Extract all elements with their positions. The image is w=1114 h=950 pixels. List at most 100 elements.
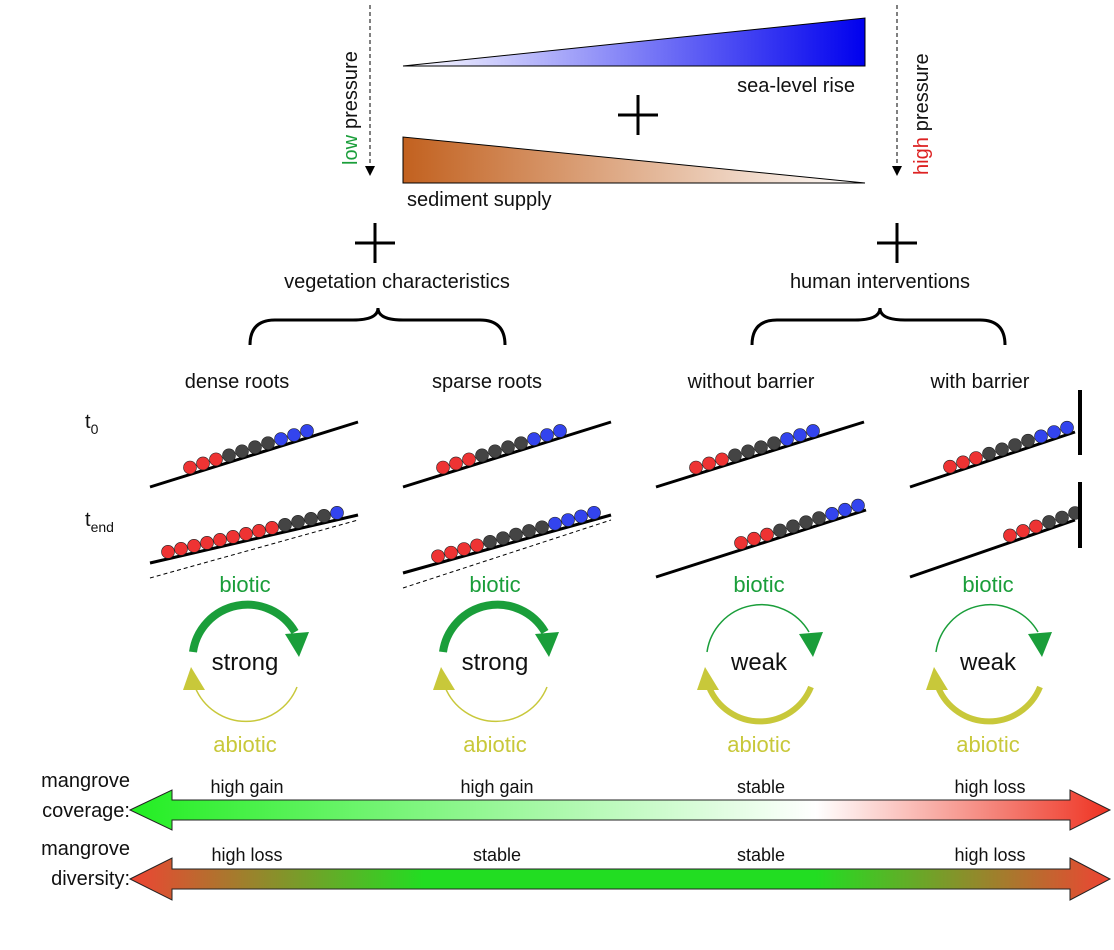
- outcome-value: high loss: [954, 777, 1025, 797]
- abiotic-arrow: [194, 686, 298, 723]
- biotic-arrow: [439, 600, 549, 653]
- sediment-dot: [265, 521, 279, 535]
- strength-label: weak: [959, 649, 1017, 676]
- sediment-dot: [702, 456, 716, 471]
- sediment-dot: [548, 516, 562, 531]
- sediment-dot: [773, 523, 787, 538]
- sediment-dot: [436, 460, 450, 475]
- sediment-dot: [291, 515, 305, 529]
- outcome-label: mangrove: [41, 770, 130, 792]
- sediment-dot: [209, 452, 223, 467]
- sediment-dot: [540, 428, 554, 442]
- sediment-dot: [444, 545, 458, 560]
- strength-label: weak: [730, 649, 788, 676]
- sediment-dot: [161, 545, 175, 559]
- coverage-bar: [128, 789, 1112, 831]
- strength-label: strong: [212, 649, 279, 676]
- sediment-dot: [449, 456, 463, 471]
- abiotic-label: abiotic: [727, 732, 791, 757]
- sediment-dot: [457, 542, 471, 556]
- factor-label: human interventions: [790, 271, 970, 293]
- sediment-dot: [561, 513, 575, 527]
- low-word: low: [340, 134, 362, 165]
- abiotic-label: abiotic: [956, 732, 1020, 757]
- outcome-value: high gain: [460, 777, 533, 797]
- sediment-dot: [553, 424, 567, 438]
- sediment-dot: [1060, 420, 1074, 435]
- slope: [909, 518, 1076, 579]
- sea-level-wedge: [402, 17, 866, 67]
- high-pressure-label: high pressure: [911, 53, 933, 175]
- high-word: high: [911, 137, 933, 175]
- biotic-label: biotic: [219, 572, 270, 597]
- slope: [655, 508, 867, 579]
- sediment-dot: [527, 432, 541, 446]
- sediment-dot: [317, 509, 331, 523]
- sediment-wedge: [402, 136, 866, 184]
- sediment-dot: [483, 534, 497, 549]
- outcome-label: mangrove: [41, 838, 130, 860]
- sediment-dot: [330, 506, 344, 520]
- outcome-value: stable: [737, 845, 785, 865]
- time-base: t: [85, 509, 91, 531]
- plus-signs: [355, 95, 917, 263]
- sediment-dot: [248, 440, 262, 454]
- slope: [402, 420, 612, 489]
- low-pressure-label: low pressure: [340, 51, 362, 165]
- outcome-label: diversity:: [51, 868, 130, 890]
- sediment-dot: [1003, 528, 1017, 543]
- sediment-dot: [734, 536, 748, 550]
- sediment-dot: [825, 507, 839, 521]
- outcome-value: high loss: [954, 845, 1025, 865]
- sediment-dot: [747, 531, 761, 546]
- sediment-dot: [799, 515, 813, 529]
- sediment-dot: [174, 542, 188, 556]
- biotic-head: [1028, 632, 1052, 657]
- sediment-dot: [475, 448, 489, 463]
- outcome-value: stable: [473, 845, 521, 865]
- pressure-word: pressure: [911, 53, 933, 131]
- sediment-dot: [470, 538, 484, 553]
- sediment-dot: [806, 424, 820, 438]
- sediment-dot: [509, 527, 523, 542]
- sediment-dot: [196, 456, 210, 471]
- biotic-head: [285, 632, 309, 657]
- arrow-head: [365, 166, 375, 176]
- biotic-arrow: [706, 603, 810, 653]
- sediment-dot: [522, 524, 536, 538]
- sediment-dot: [496, 531, 510, 545]
- slope: [149, 420, 359, 489]
- abiotic-head: [697, 667, 719, 690]
- brace: [750, 307, 1007, 346]
- biotic-label: biotic: [962, 572, 1013, 597]
- sediment-dot: [1029, 519, 1043, 534]
- initial-surface: [149, 519, 359, 579]
- slope: [149, 513, 359, 565]
- abiotic-head: [926, 667, 948, 690]
- sediment-dot: [728, 448, 742, 463]
- sediment-dot: [786, 519, 800, 534]
- abiotic-label: abiotic: [213, 732, 277, 757]
- sediment-dot: [300, 424, 314, 438]
- sediment-dot: [715, 452, 729, 467]
- scenario-title: sparse roots: [432, 371, 542, 393]
- sediment-dot: [793, 428, 807, 442]
- sediment-dot: [261, 436, 275, 450]
- sea-level-label: sea-level rise: [737, 75, 855, 97]
- time-label: t0: [85, 411, 99, 437]
- sediment-dot: [501, 440, 515, 454]
- sediment-dot: [760, 527, 774, 542]
- biotic-head: [535, 632, 559, 657]
- sediment-dot: [226, 530, 240, 544]
- slope: [909, 430, 1076, 489]
- sediment-dot: [1047, 425, 1061, 439]
- time-base: t: [85, 411, 91, 433]
- outcome-value: high gain: [210, 777, 283, 797]
- biotic-label: biotic: [469, 572, 520, 597]
- outcome-label: coverage:: [42, 800, 130, 822]
- sediment-dot: [462, 452, 476, 467]
- biotic-arrow: [189, 600, 299, 653]
- sediment-dot: [1008, 438, 1022, 452]
- sediment-dot: [689, 460, 703, 475]
